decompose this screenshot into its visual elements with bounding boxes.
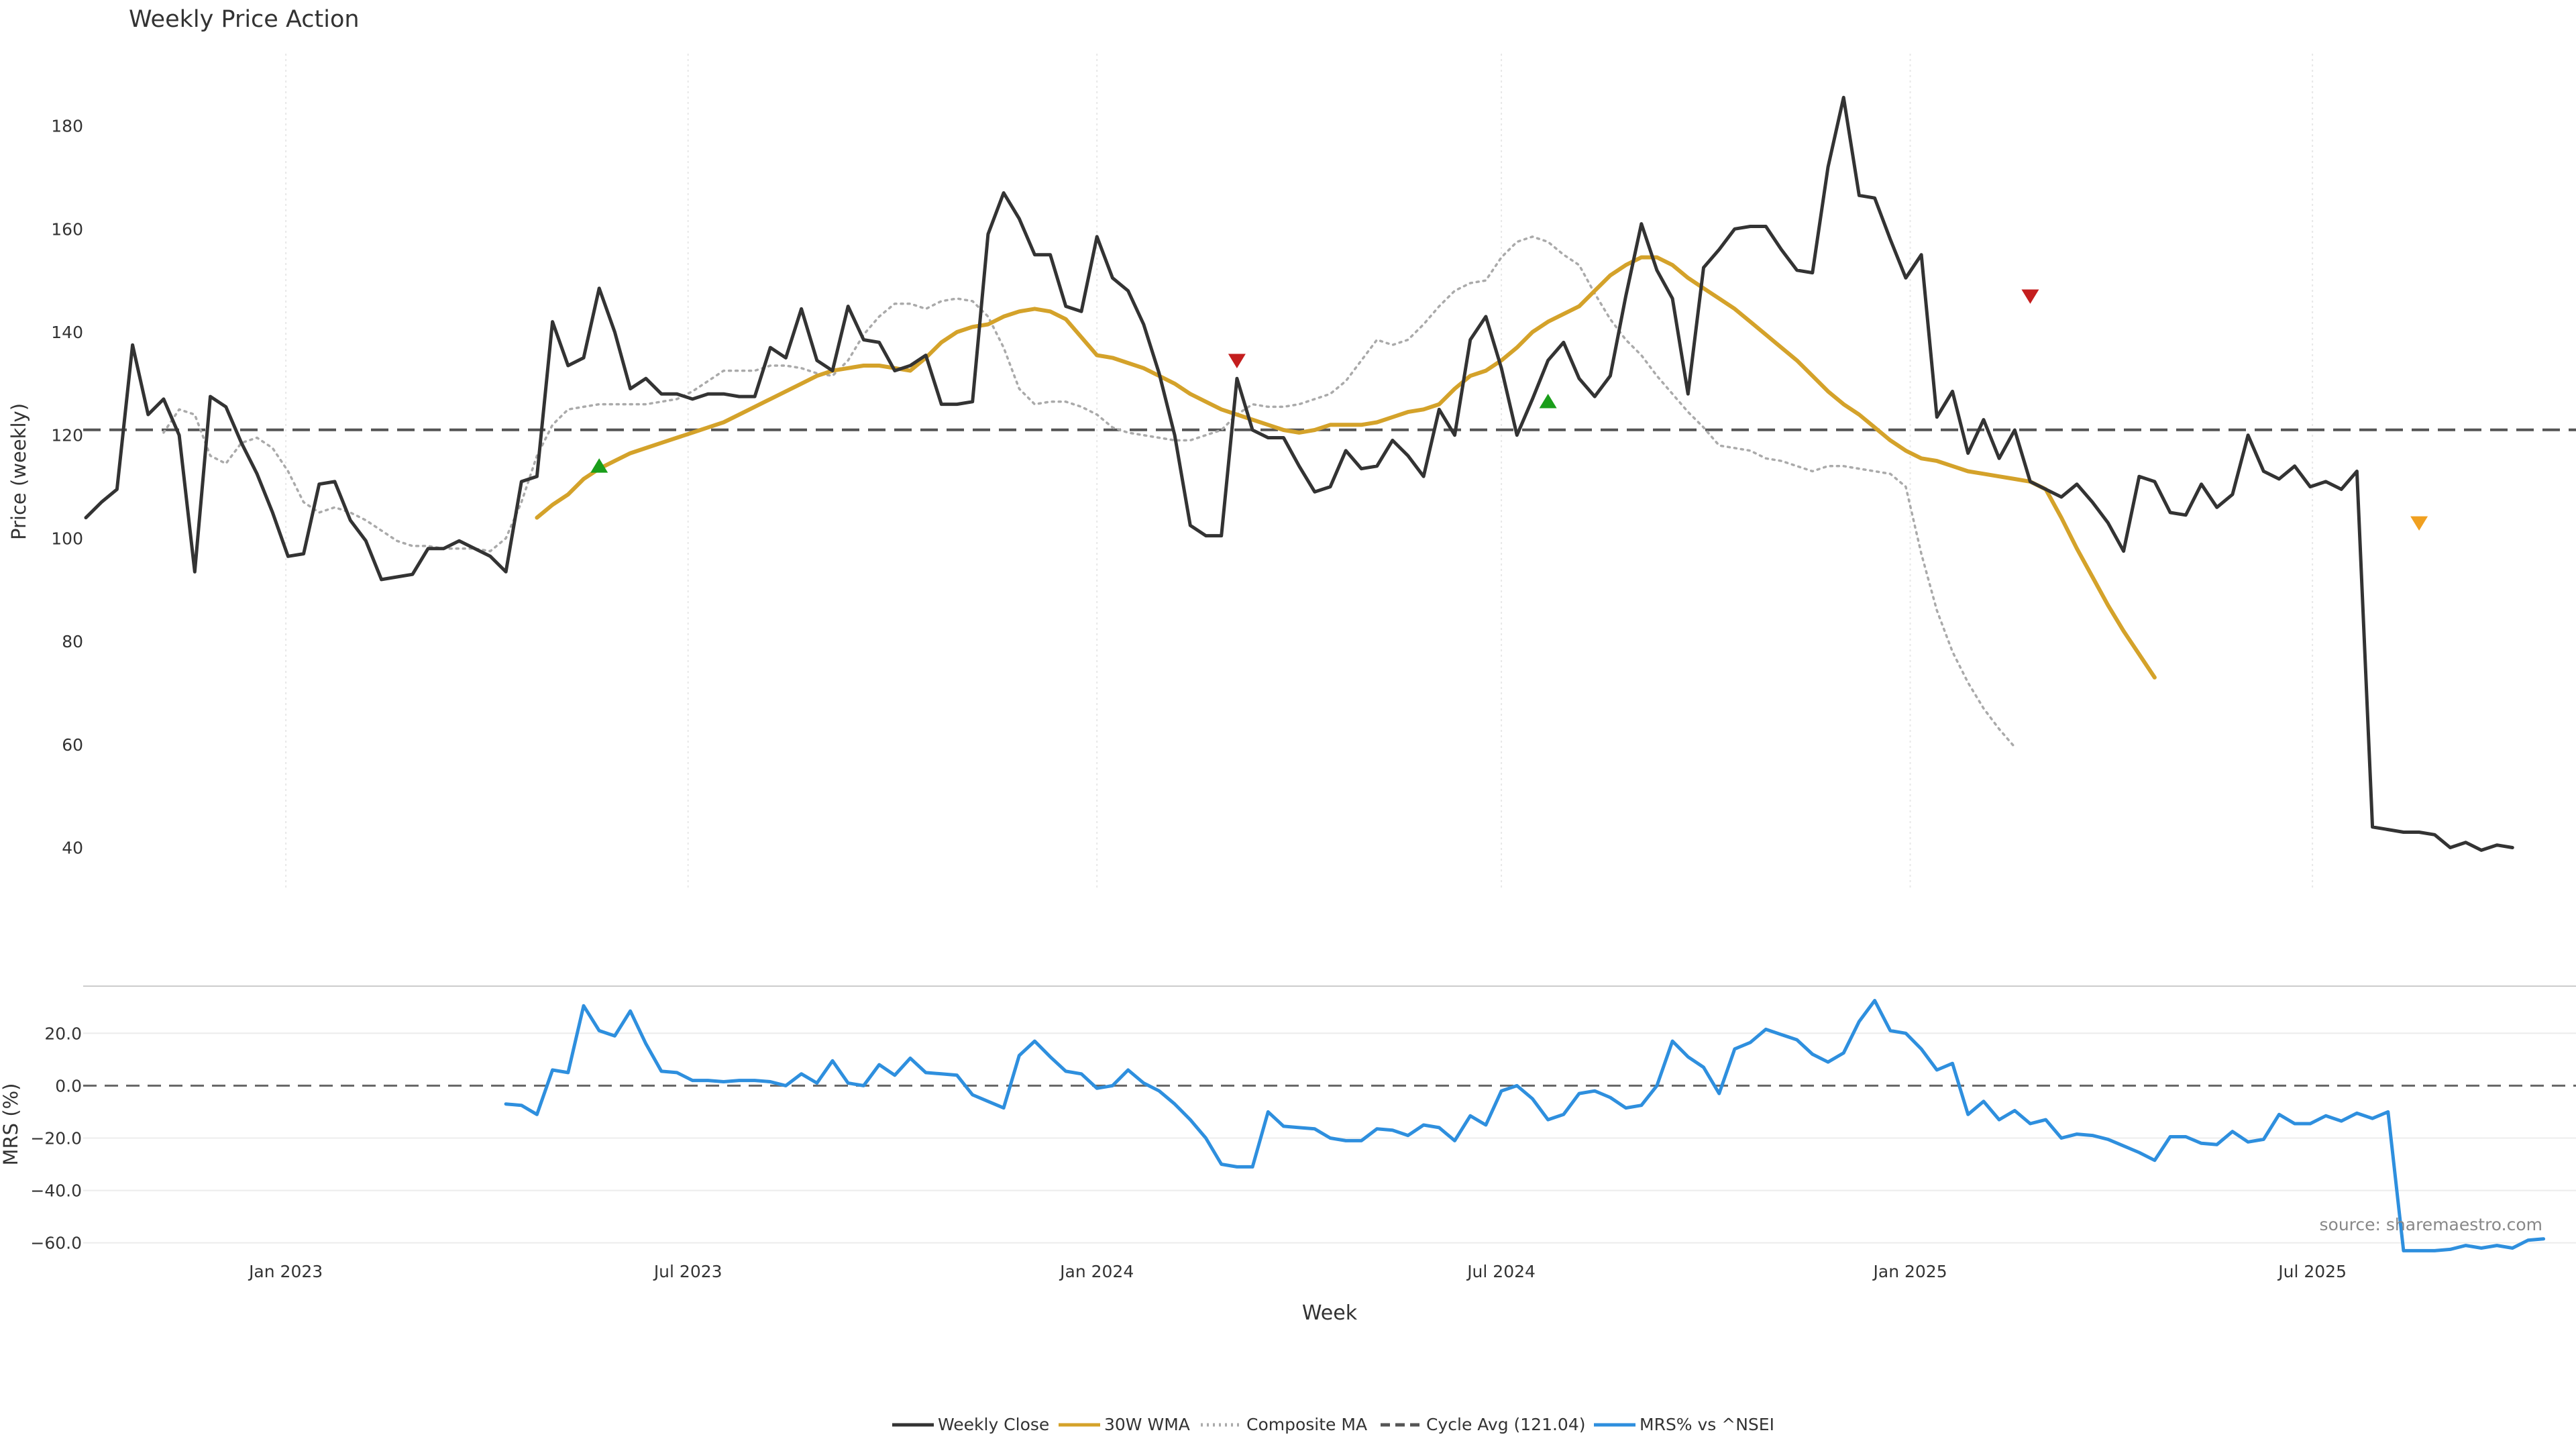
legend-label: MRS% vs ^NSEI bbox=[1640, 1415, 1774, 1434]
price-y-tick-label: 180 bbox=[51, 117, 83, 136]
mrs-y-axis-label: MRS (%) bbox=[0, 1083, 22, 1166]
mrs-y-tick-label: −40.0 bbox=[30, 1181, 82, 1201]
price-series bbox=[84, 95, 2514, 852]
x-tick-label: Jul 2025 bbox=[2277, 1262, 2347, 1281]
price-y-tick-label: 140 bbox=[51, 323, 83, 342]
mrs-series bbox=[504, 999, 2546, 1252]
sell-signal-marker bbox=[2021, 289, 2039, 304]
legend-label: Weekly Close bbox=[938, 1415, 1049, 1434]
price-y-tick-label: 40 bbox=[62, 839, 83, 858]
legend-label: Composite MA bbox=[1246, 1415, 1367, 1434]
price-y-tick-label: 60 bbox=[62, 735, 83, 755]
chart-title: Weekly Price Action bbox=[129, 6, 360, 33]
x-axis: Jan 2023 Jul 2023 Jan 2024 Jul 2024 Jan 2025… bbox=[248, 1262, 2347, 1281]
sell-signal-marker bbox=[1228, 354, 1246, 368]
price-y-axis: 40 60 80 100 120 140 160 180 bbox=[51, 117, 83, 858]
mrs-y-tick-label: −20.0 bbox=[30, 1128, 82, 1148]
buy-signal-marker bbox=[590, 458, 608, 473]
legend-label: Cycle Avg (121.04) bbox=[1426, 1415, 1586, 1434]
buy-signal-marker bbox=[1539, 394, 1557, 409]
x-tick-label: Jan 2024 bbox=[1059, 1262, 1134, 1281]
price-y-tick-label: 100 bbox=[51, 529, 83, 548]
x-tick-label: Jan 2023 bbox=[248, 1262, 323, 1281]
x-tick-label: Jan 2025 bbox=[1872, 1262, 1947, 1281]
mrs-y-tick-label: −60.0 bbox=[30, 1234, 82, 1253]
price-y-tick-label: 120 bbox=[51, 426, 83, 445]
mrs-y-tick-label: 0.0 bbox=[55, 1076, 82, 1095]
source-watermark: source: sharemaestro.com bbox=[2320, 1215, 2543, 1234]
price-y-tick-label: 80 bbox=[62, 632, 83, 651]
price-y-tick-label: 160 bbox=[51, 219, 83, 239]
legend: Weekly Close 30W WMA Composite MA Cycle Avg… bbox=[892, 1415, 1774, 1434]
price-y-axis-label: Price (weekly) bbox=[7, 403, 30, 540]
wma-30w-line bbox=[535, 255, 2157, 680]
mrs-y-axis: −60.0 −40.0 −20.0 0.0 20.0 bbox=[30, 1024, 82, 1252]
mrs-y-tick-label: 20.0 bbox=[44, 1024, 82, 1043]
signal-markers bbox=[590, 289, 2428, 531]
legend-label: 30W WMA bbox=[1104, 1415, 1190, 1434]
sell-signal-marker bbox=[2410, 516, 2428, 531]
x-tick-label: Jul 2023 bbox=[653, 1262, 722, 1281]
mrs-line bbox=[504, 999, 2546, 1252]
weekly-close-line bbox=[84, 95, 2514, 852]
x-axis-label: Week bbox=[1302, 1301, 1358, 1325]
x-tick-label: Jul 2024 bbox=[1466, 1262, 1536, 1281]
